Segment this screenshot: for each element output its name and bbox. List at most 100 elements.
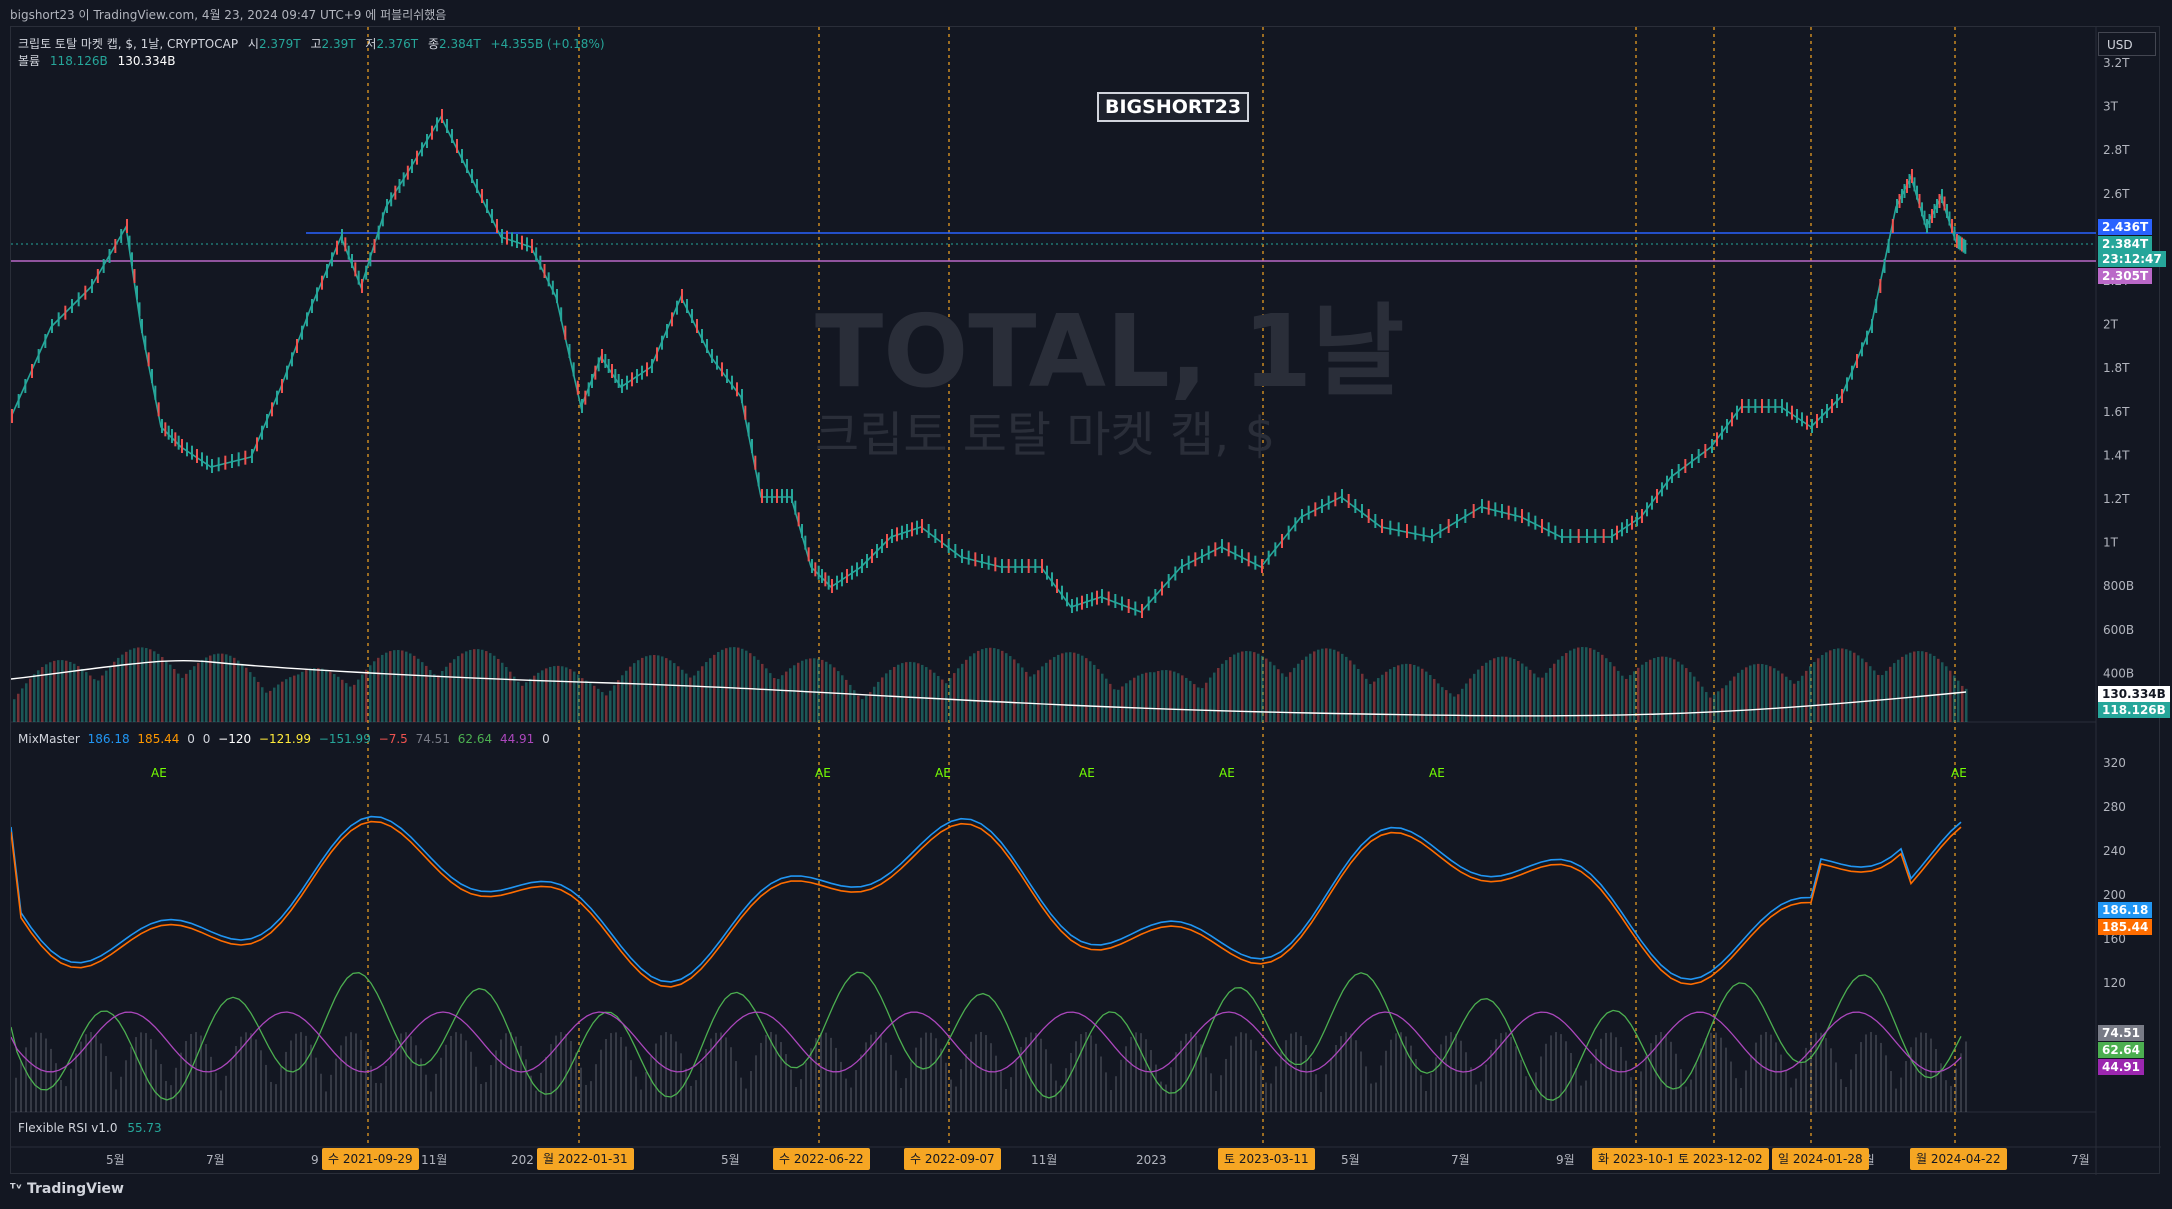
symbol-legend[interactable]: 크립토 토탈 마켓 캡, $, 1날, CRYPTOCAP 시2.379T 고2… bbox=[18, 35, 605, 52]
candle bbox=[1586, 529, 1588, 543]
candle bbox=[1381, 519, 1383, 533]
volume-bar bbox=[1193, 684, 1196, 722]
oscillator-bar bbox=[1645, 1055, 1647, 1112]
currency-selector[interactable]: USD bbox=[2098, 32, 2156, 56]
date-marker-label[interactable]: 일 2024-01-28 bbox=[1772, 1148, 1869, 1170]
volume-bar bbox=[997, 649, 1000, 722]
oscillator-bar bbox=[1815, 1032, 1817, 1112]
oscillator-bar bbox=[550, 1044, 552, 1112]
volume-bar bbox=[1697, 681, 1700, 722]
oscillator-bar bbox=[685, 1068, 687, 1112]
author-annotation[interactable]: BIGSHORT23 bbox=[1097, 92, 1250, 122]
candle bbox=[1891, 219, 1894, 233]
mixmaster-legend[interactable]: MixMaster 186.18 185.44 0 0 −120 −121.99… bbox=[18, 732, 550, 746]
candle bbox=[1274, 542, 1277, 557]
volume-bar bbox=[513, 676, 516, 722]
oscillator-bar bbox=[1760, 1034, 1762, 1112]
candle bbox=[1841, 389, 1843, 403]
oscillator-bar bbox=[1400, 1032, 1402, 1112]
candle bbox=[365, 265, 368, 280]
volume-bar bbox=[1205, 682, 1208, 722]
volume-bar bbox=[621, 675, 624, 722]
candle bbox=[671, 312, 673, 327]
candle bbox=[102, 259, 105, 273]
volume-bar bbox=[1753, 664, 1756, 722]
oscillator-bar bbox=[885, 1042, 887, 1112]
candle bbox=[1096, 590, 1098, 605]
oscillator-bar bbox=[1480, 1081, 1482, 1112]
date-marker-label[interactable]: 수 2022-06-22 bbox=[773, 1148, 870, 1170]
candle bbox=[1034, 559, 1037, 573]
volume-bar bbox=[465, 651, 468, 722]
rsi-legend[interactable]: Flexible RSI v1.0 55.73 bbox=[18, 1121, 162, 1135]
volume-bar bbox=[1833, 649, 1836, 722]
oscillator-bar bbox=[1635, 1088, 1637, 1112]
oscillator-bar bbox=[1650, 1043, 1652, 1112]
oscillator-bar bbox=[1690, 1079, 1692, 1112]
oscillator-bar bbox=[945, 1062, 947, 1112]
date-marker-label[interactable]: 화 2023-10-1 bbox=[1592, 1148, 1681, 1170]
volume-bar bbox=[169, 664, 172, 722]
candle bbox=[1616, 525, 1618, 540]
volume-bar bbox=[565, 667, 568, 722]
oscillator-bar bbox=[1665, 1034, 1667, 1112]
oscillator-bar bbox=[1235, 1036, 1237, 1112]
oscillator-bar bbox=[890, 1054, 892, 1112]
volume-bar bbox=[413, 655, 416, 722]
volume-bar bbox=[537, 672, 540, 722]
volume-bar bbox=[281, 681, 284, 722]
oscillator-bar bbox=[1165, 1084, 1167, 1112]
candle bbox=[1711, 439, 1713, 453]
time-axis-label: 5월 bbox=[1341, 1153, 1360, 1167]
oscillator-bar bbox=[155, 1049, 157, 1112]
volume-bar bbox=[1685, 668, 1688, 722]
candle bbox=[794, 500, 797, 515]
volume-bar bbox=[1317, 649, 1320, 722]
date-marker-label[interactable]: 월 2022-01-31 bbox=[537, 1148, 634, 1170]
chart-canvas[interactable]: 3.2T3T2.8T2.6T2.2T2T1.8T1.6T1.4T1.2T1T80… bbox=[11, 27, 2161, 1175]
oscillator-bar bbox=[860, 1054, 862, 1112]
oscillator-bar bbox=[1185, 1033, 1187, 1112]
tradingview-logo[interactable]: ᵀᵛ TradingView bbox=[10, 1181, 124, 1197]
volume-bar bbox=[13, 699, 16, 722]
oscillator-bar bbox=[1420, 1075, 1422, 1112]
time-axis-label: 2023 bbox=[1136, 1153, 1167, 1167]
volume-bar bbox=[1349, 660, 1352, 722]
volume-bar bbox=[333, 674, 336, 722]
volume-bar bbox=[1529, 669, 1532, 722]
oscillator-bar bbox=[230, 1059, 232, 1112]
volume-bar bbox=[1373, 681, 1376, 722]
oscillator-bar bbox=[75, 1053, 77, 1112]
volume-bar bbox=[481, 649, 484, 722]
candle bbox=[786, 489, 788, 503]
candle bbox=[71, 299, 73, 313]
oscillator-bar bbox=[1080, 1034, 1082, 1112]
oscillator-bar bbox=[920, 1037, 922, 1112]
volume-bar bbox=[1169, 670, 1172, 722]
candle bbox=[1267, 550, 1270, 565]
volume-bar bbox=[517, 681, 520, 722]
date-marker-label[interactable]: 토 2023-03-11 bbox=[1218, 1148, 1315, 1170]
volume-bar bbox=[1669, 657, 1672, 722]
candle bbox=[1554, 525, 1557, 540]
date-marker-label[interactable]: 월 2024-04-22 bbox=[1910, 1148, 2007, 1170]
mixmaster-blue-line bbox=[11, 815, 1962, 983]
volume-bar bbox=[1429, 675, 1432, 722]
candle bbox=[436, 117, 438, 132]
candle bbox=[1716, 432, 1718, 447]
price-tag: 2.384T bbox=[2098, 236, 2153, 252]
date-marker-label[interactable]: 토 2023-12-02 bbox=[1672, 1148, 1769, 1170]
date-marker-label[interactable]: 수 2022-09-07 bbox=[904, 1148, 1001, 1170]
chart-container[interactable]: 3.2T3T2.8T2.6T2.2T2T1.8T1.6T1.4T1.2T1T80… bbox=[10, 26, 2161, 1175]
volume-bar bbox=[1729, 680, 1732, 722]
oscillator-bar bbox=[1395, 1033, 1397, 1112]
volume-legend[interactable]: 볼륨 118.126B 130.334B bbox=[18, 52, 175, 69]
oscillator-bar bbox=[1630, 1077, 1632, 1112]
date-marker-label[interactable]: 수 2021-09-29 bbox=[322, 1148, 419, 1170]
oscillator-bar bbox=[70, 1068, 72, 1112]
volume-bar bbox=[1409, 664, 1412, 722]
oscillator-bar bbox=[1275, 1066, 1277, 1112]
candle bbox=[1611, 529, 1613, 543]
volume-bar bbox=[985, 648, 988, 722]
candle bbox=[1906, 179, 1908, 193]
